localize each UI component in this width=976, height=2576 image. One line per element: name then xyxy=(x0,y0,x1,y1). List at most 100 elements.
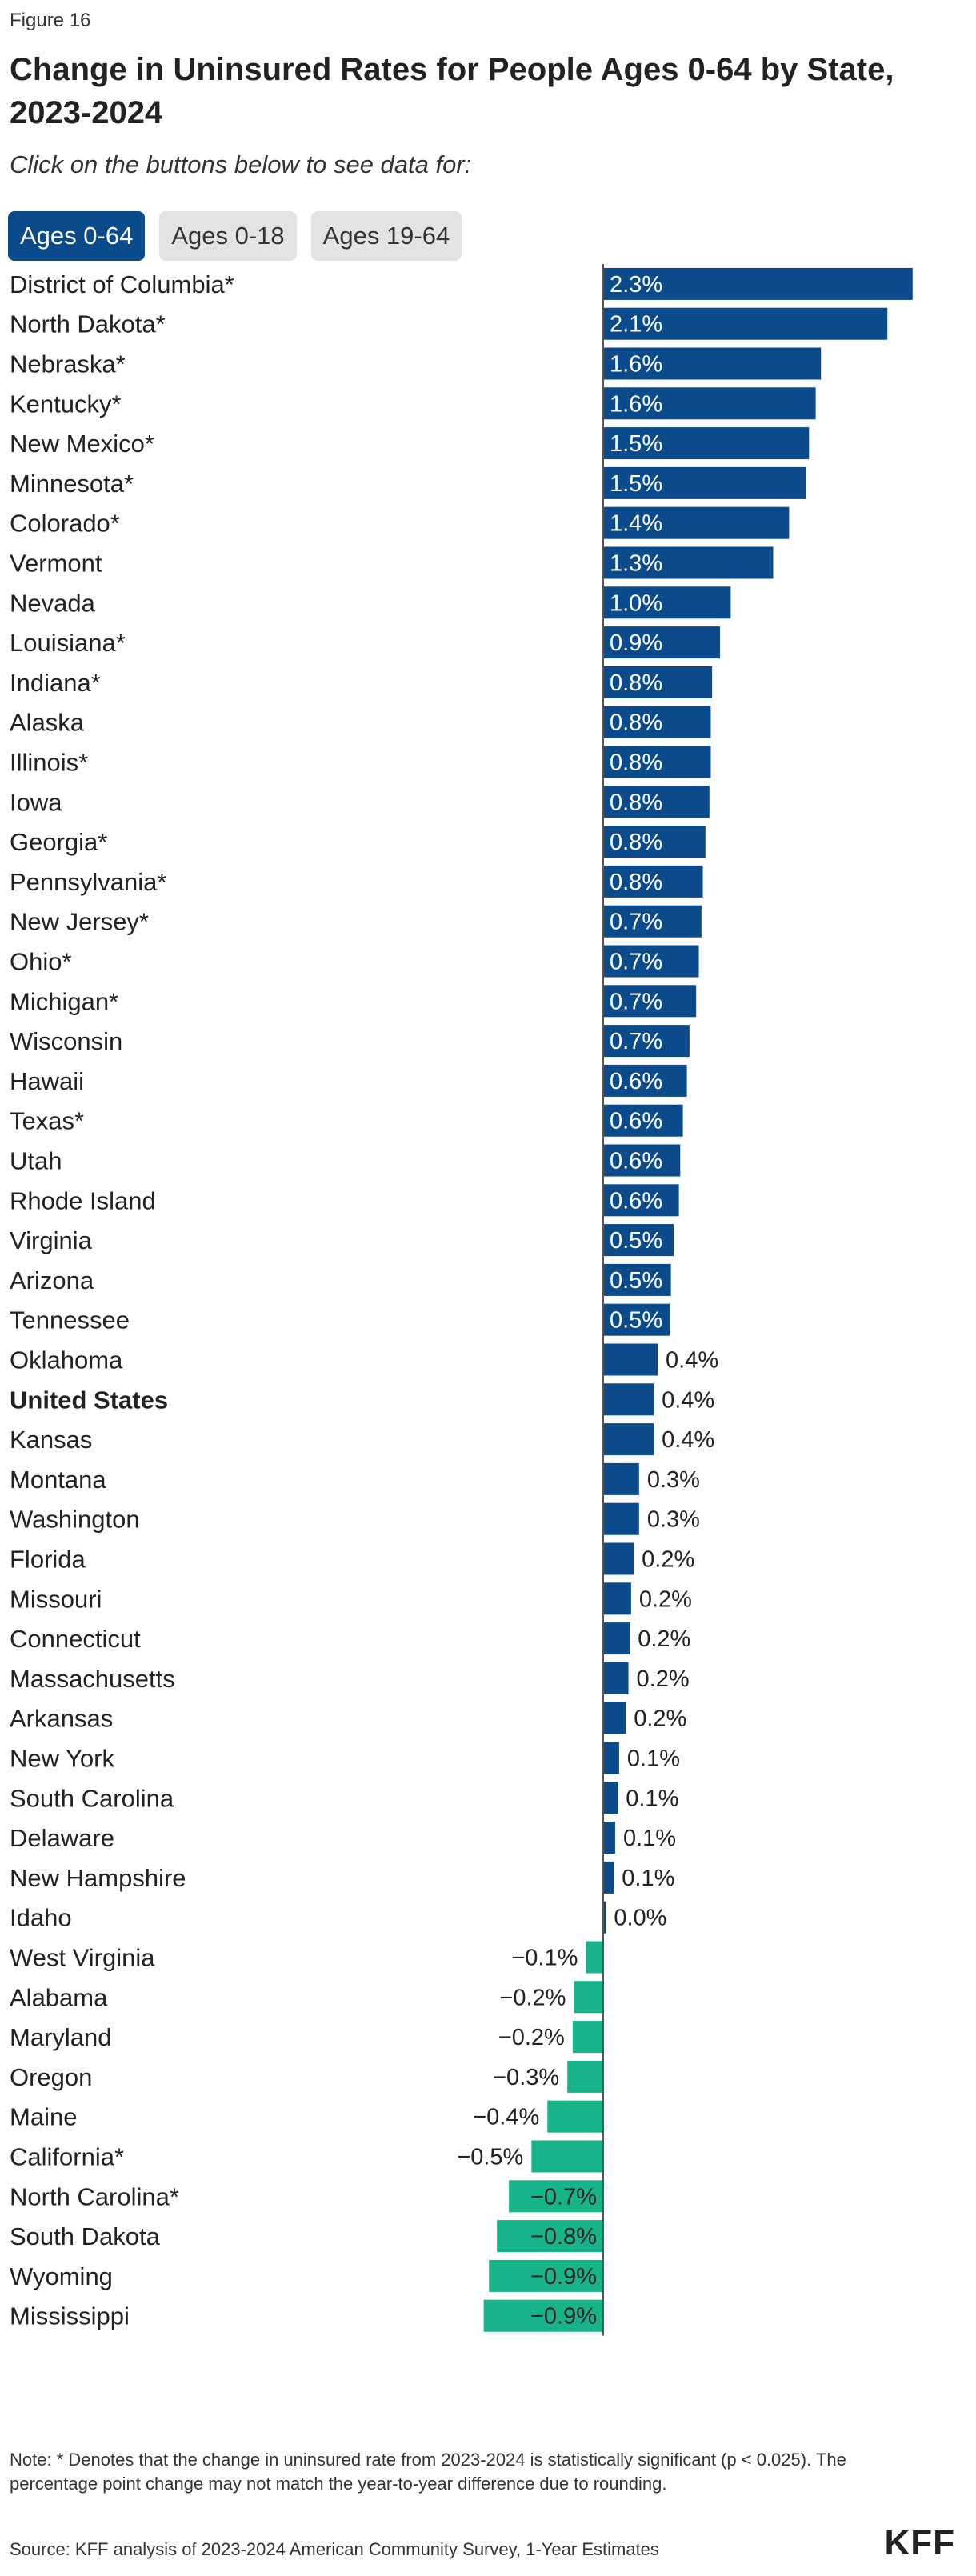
bar-ohio xyxy=(603,945,699,978)
bar-new-hampshire xyxy=(603,1861,614,1894)
bar-utah xyxy=(603,1144,681,1177)
data-label-montana: 0.3% xyxy=(647,1467,700,1493)
bar-maine xyxy=(547,2100,603,2133)
data-label-oklahoma: 0.4% xyxy=(666,1348,718,1374)
category-label-utah: Utah xyxy=(10,1147,62,1175)
category-label-texas: Texas* xyxy=(10,1107,84,1135)
bar-wisconsin xyxy=(603,1025,690,1058)
data-label-idaho: 0.0% xyxy=(614,1906,666,1931)
category-label-california: California* xyxy=(10,2143,124,2171)
ages-19-64-button[interactable]: Ages 19-64 xyxy=(310,211,462,261)
category-label-florida: Florida xyxy=(10,1546,86,1574)
bar-colorado xyxy=(603,506,790,539)
bar-oregon xyxy=(567,2060,603,2093)
category-label-alabama: Alabama xyxy=(10,1983,108,2011)
category-label-arizona: Arizona xyxy=(10,1266,94,1294)
data-label-kentucky: 1.6% xyxy=(610,391,662,417)
bar-united-states xyxy=(603,1383,654,1416)
bar-minnesota xyxy=(603,466,806,499)
bar-south-carolina xyxy=(603,1782,618,1814)
bar-rhode-island xyxy=(603,1184,679,1217)
category-label-wyoming: Wyoming xyxy=(10,2262,113,2290)
bar-florida xyxy=(603,1542,634,1575)
bar-maryland xyxy=(572,2021,603,2054)
data-label-maine: −0.4% xyxy=(473,2105,539,2130)
category-label-tennessee: Tennessee xyxy=(10,1306,130,1334)
ages-0-18-button[interactable]: Ages 0-18 xyxy=(159,211,297,261)
category-label-new-mexico: New Mexico* xyxy=(10,430,154,458)
chart-note: Note: * Denotes that the change in unins… xyxy=(10,2450,846,2494)
category-label-kansas: Kansas xyxy=(10,1426,92,1454)
data-label-texas: 0.6% xyxy=(610,1109,662,1134)
data-label-arizona: 0.5% xyxy=(610,1268,662,1294)
bar-west-virginia xyxy=(586,1941,603,1974)
figure-label: Figure 16 xyxy=(10,10,91,31)
category-label-washington: Washington xyxy=(10,1506,140,1534)
data-label-kansas: 0.4% xyxy=(662,1427,714,1453)
data-label-nevada: 1.0% xyxy=(610,590,662,616)
data-label-north-carolina: −0.7% xyxy=(530,2184,597,2210)
bar-alaska xyxy=(603,706,711,738)
data-label-louisiana: 0.9% xyxy=(610,630,662,656)
data-label-alaska: 0.8% xyxy=(610,710,662,736)
category-label-georgia: Georgia* xyxy=(10,828,107,856)
data-label-oregon: −0.3% xyxy=(493,2065,559,2090)
bar-indiana xyxy=(603,666,713,698)
category-label-virginia: Virginia xyxy=(10,1226,93,1254)
category-label-maine: Maine xyxy=(10,2103,77,2131)
bar-wyoming xyxy=(489,2259,603,2292)
category-label-illinois: Illinois* xyxy=(10,749,88,777)
bar-delaware xyxy=(603,1822,615,1854)
data-label-south-dakota: −0.8% xyxy=(530,2224,597,2250)
data-label-delaware: 0.1% xyxy=(623,1826,676,1851)
category-label-iowa: Iowa xyxy=(10,788,62,816)
chart-subtitle: Click on the buttons below to see data f… xyxy=(10,150,472,178)
data-label-california: −0.5% xyxy=(457,2145,523,2170)
bar-nevada xyxy=(603,586,731,619)
bar-louisiana xyxy=(603,626,721,659)
category-label-nevada: Nevada xyxy=(10,589,96,617)
bar-connecticut xyxy=(603,1622,630,1655)
bar-district-of-columbia xyxy=(603,267,913,300)
age-group-buttons: Ages 0-64 Ages 0-18 Ages 19-64 xyxy=(8,211,462,261)
data-label-indiana: 0.8% xyxy=(610,670,662,696)
category-label-oregon: Oregon xyxy=(10,2063,92,2091)
bar-oklahoma xyxy=(603,1343,658,1376)
category-label-rhode-island: Rhode Island xyxy=(10,1186,156,1214)
category-label-mississippi: Mississippi xyxy=(10,2302,130,2330)
bar-montana xyxy=(603,1462,639,1495)
bar-kansas xyxy=(603,1423,654,1456)
bar-north-carolina xyxy=(509,2180,603,2213)
bar-texas xyxy=(603,1104,683,1137)
data-label-arkansas: 0.2% xyxy=(634,1706,686,1732)
category-label-alaska: Alaska xyxy=(10,709,85,737)
category-label-pennsylvania: Pennsylvania* xyxy=(10,868,166,896)
category-label-indiana: Indiana* xyxy=(10,669,101,697)
bar-north-dakota xyxy=(603,307,888,340)
category-label-vermont: Vermont xyxy=(10,550,102,578)
bar-arizona xyxy=(603,1263,671,1296)
bar-tennessee xyxy=(603,1303,670,1336)
category-label-missouri: Missouri xyxy=(10,1585,102,1613)
category-label-united-states: United States xyxy=(10,1386,168,1414)
category-label-new-jersey: New Jersey* xyxy=(10,908,149,936)
bar-massachusetts xyxy=(603,1662,629,1694)
data-label-massachusetts: 0.2% xyxy=(637,1666,690,1692)
category-label-minnesota: Minnesota* xyxy=(10,470,134,498)
data-label-wisconsin: 0.7% xyxy=(610,1029,662,1054)
data-label-utah: 0.6% xyxy=(610,1149,662,1174)
data-label-hawaii: 0.6% xyxy=(610,1069,662,1094)
data-label-wyoming: −0.9% xyxy=(530,2264,597,2290)
ages-0-64-button[interactable]: Ages 0-64 xyxy=(8,211,146,261)
category-label-colorado: Colorado* xyxy=(10,510,120,538)
category-label-delaware: Delaware xyxy=(10,1824,114,1852)
category-label-south-dakota: South Dakota xyxy=(10,2222,161,2250)
bar-mississippi xyxy=(483,2299,603,2332)
category-label-south-carolina: South Carolina xyxy=(10,1784,174,1812)
bar-new-jersey xyxy=(603,905,702,938)
data-label-district-of-columbia: 2.3% xyxy=(610,272,662,298)
data-label-georgia: 0.8% xyxy=(610,830,662,855)
category-label-connecticut: Connecticut xyxy=(10,1625,141,1653)
bar-new-mexico xyxy=(603,427,810,460)
data-label-minnesota: 1.5% xyxy=(610,471,662,497)
